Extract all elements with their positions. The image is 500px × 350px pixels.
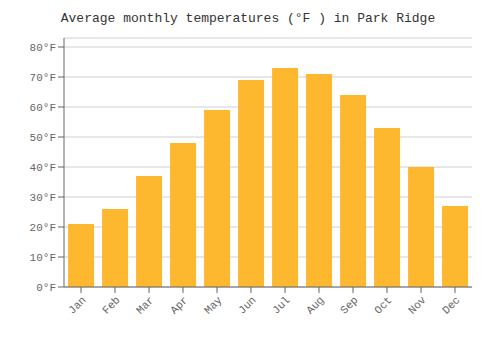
svg-text:Feb: Feb xyxy=(100,294,122,316)
svg-text:20°F: 20°F xyxy=(30,222,56,234)
svg-text:Aug: Aug xyxy=(304,294,326,316)
svg-text:80°F: 80°F xyxy=(30,42,56,54)
svg-text:Jul: Jul xyxy=(270,294,292,316)
svg-text:60°F: 60°F xyxy=(30,102,56,114)
html-text:Average monthly temperatures (: Average monthly temperatures (°F ) in Pa… xyxy=(60,11,436,26)
svg-text:10°F: 10°F xyxy=(30,252,56,264)
svg-text:Sep: Sep xyxy=(338,294,360,316)
svg-text:Nov: Nov xyxy=(406,294,429,317)
svg-text:0°F: 0°F xyxy=(36,282,56,294)
svg-text:40°F: 40°F xyxy=(30,162,56,174)
svg-text:30°F: 30°F xyxy=(30,192,56,204)
svg-text:70°F: 70°F xyxy=(30,72,56,84)
svg-text:Dec: Dec xyxy=(440,294,462,316)
svg-text:Mar: Mar xyxy=(134,294,156,316)
svg-text:Jan: Jan xyxy=(66,294,88,316)
svg-text:Apr: Apr xyxy=(168,294,190,316)
svg-text:Jun: Jun xyxy=(236,294,258,316)
svg-text:Oct: Oct xyxy=(372,294,394,316)
svg-text:May: May xyxy=(202,294,225,317)
svg-text:50°F: 50°F xyxy=(30,132,56,144)
